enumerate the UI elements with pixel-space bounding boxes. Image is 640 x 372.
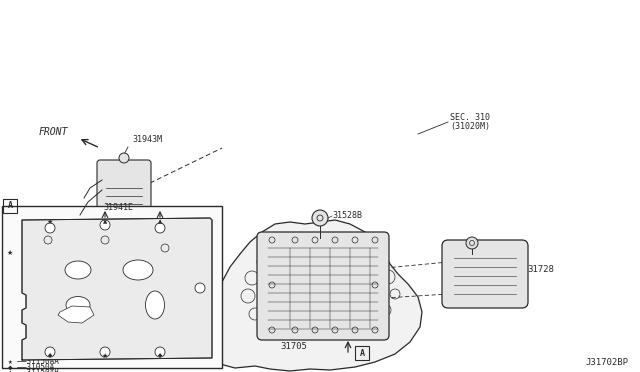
Circle shape bbox=[45, 347, 55, 357]
Text: ★ ––31150AA: ★ ––31150AA bbox=[8, 357, 59, 366]
Text: ◆: ◆ bbox=[158, 353, 162, 359]
Polygon shape bbox=[22, 218, 212, 360]
Circle shape bbox=[100, 347, 110, 357]
Text: ◆: ◆ bbox=[48, 353, 52, 359]
Ellipse shape bbox=[65, 261, 91, 279]
FancyBboxPatch shape bbox=[442, 240, 528, 308]
Text: 31728: 31728 bbox=[527, 266, 554, 275]
Text: ▲: ▲ bbox=[158, 219, 162, 224]
Circle shape bbox=[466, 237, 478, 249]
Ellipse shape bbox=[145, 291, 164, 319]
Text: ★: ★ bbox=[47, 219, 53, 225]
Circle shape bbox=[119, 153, 129, 163]
Text: ◆ ––31050A: ◆ ––31050A bbox=[8, 362, 54, 372]
FancyBboxPatch shape bbox=[257, 232, 389, 340]
Circle shape bbox=[155, 347, 165, 357]
Circle shape bbox=[155, 223, 165, 233]
Text: J31702BP: J31702BP bbox=[585, 358, 628, 367]
Text: ★: ★ bbox=[102, 353, 108, 359]
Polygon shape bbox=[215, 220, 422, 371]
Circle shape bbox=[100, 220, 110, 230]
Text: 31705: 31705 bbox=[280, 342, 307, 351]
Text: ▲ ––31150AB: ▲ ––31150AB bbox=[8, 368, 59, 372]
Polygon shape bbox=[58, 306, 94, 323]
Text: A: A bbox=[8, 202, 13, 211]
Ellipse shape bbox=[123, 260, 153, 280]
Text: SEC. 310: SEC. 310 bbox=[450, 113, 490, 122]
Circle shape bbox=[45, 223, 55, 233]
FancyBboxPatch shape bbox=[2, 206, 222, 368]
Text: ▲: ▲ bbox=[103, 219, 107, 224]
Text: 31943M: 31943M bbox=[132, 135, 162, 144]
Circle shape bbox=[195, 283, 205, 293]
Text: 31528B: 31528B bbox=[332, 212, 362, 221]
Text: ★: ★ bbox=[7, 250, 13, 256]
Circle shape bbox=[312, 210, 328, 226]
FancyBboxPatch shape bbox=[97, 160, 151, 208]
Text: 31941E: 31941E bbox=[103, 203, 133, 212]
Text: FRONT: FRONT bbox=[38, 127, 68, 137]
Text: (31020M): (31020M) bbox=[450, 122, 490, 131]
Text: A: A bbox=[360, 349, 365, 357]
Ellipse shape bbox=[66, 296, 90, 314]
